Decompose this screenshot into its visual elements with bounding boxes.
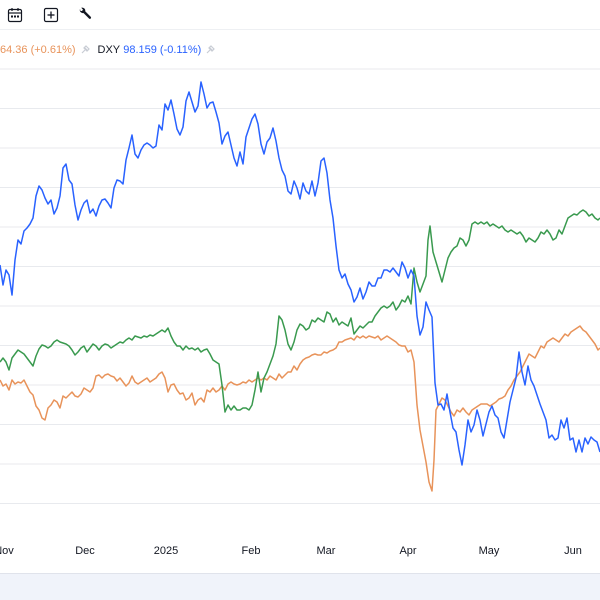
x-tick-label: Dec: [75, 545, 95, 557]
pin-icon[interactable]: [80, 45, 90, 55]
grid-lines: [0, 68, 600, 504]
x-tick-label: Mar: [317, 545, 336, 557]
bottom-bar: [0, 573, 600, 600]
x-tick-label: May: [479, 545, 500, 557]
x-tick-label: Feb: [242, 545, 261, 557]
series-line-dxy: [0, 81, 600, 466]
series-line-series-1: [0, 325, 600, 492]
x-axis: Nov Dec 2025 Feb Mar Apr May Jun: [0, 545, 582, 557]
dxy-symbol: DXY: [97, 44, 121, 57]
toolbar: [0, 0, 600, 30]
dxy-value: 98.159 (-0.11%): [123, 44, 202, 57]
x-tick-label: 2025: [154, 545, 178, 557]
calendar-icon[interactable]: [6, 6, 24, 24]
pin-icon[interactable]: [205, 45, 216, 55]
series-line-series-2: [0, 209, 600, 413]
x-tick-label: Jun: [564, 545, 582, 557]
legend: 64.36 (+0.61%) DXY 98.159 (-0.11%): [0, 41, 223, 59]
x-tick-label: Apr: [399, 545, 416, 557]
add-box-icon[interactable]: [42, 6, 60, 24]
wrench-icon[interactable]: [76, 6, 94, 24]
series1-value: 64.36 (+0.61%): [0, 44, 76, 57]
x-tick-label: Nov: [0, 545, 14, 557]
series-layer: [0, 81, 600, 492]
